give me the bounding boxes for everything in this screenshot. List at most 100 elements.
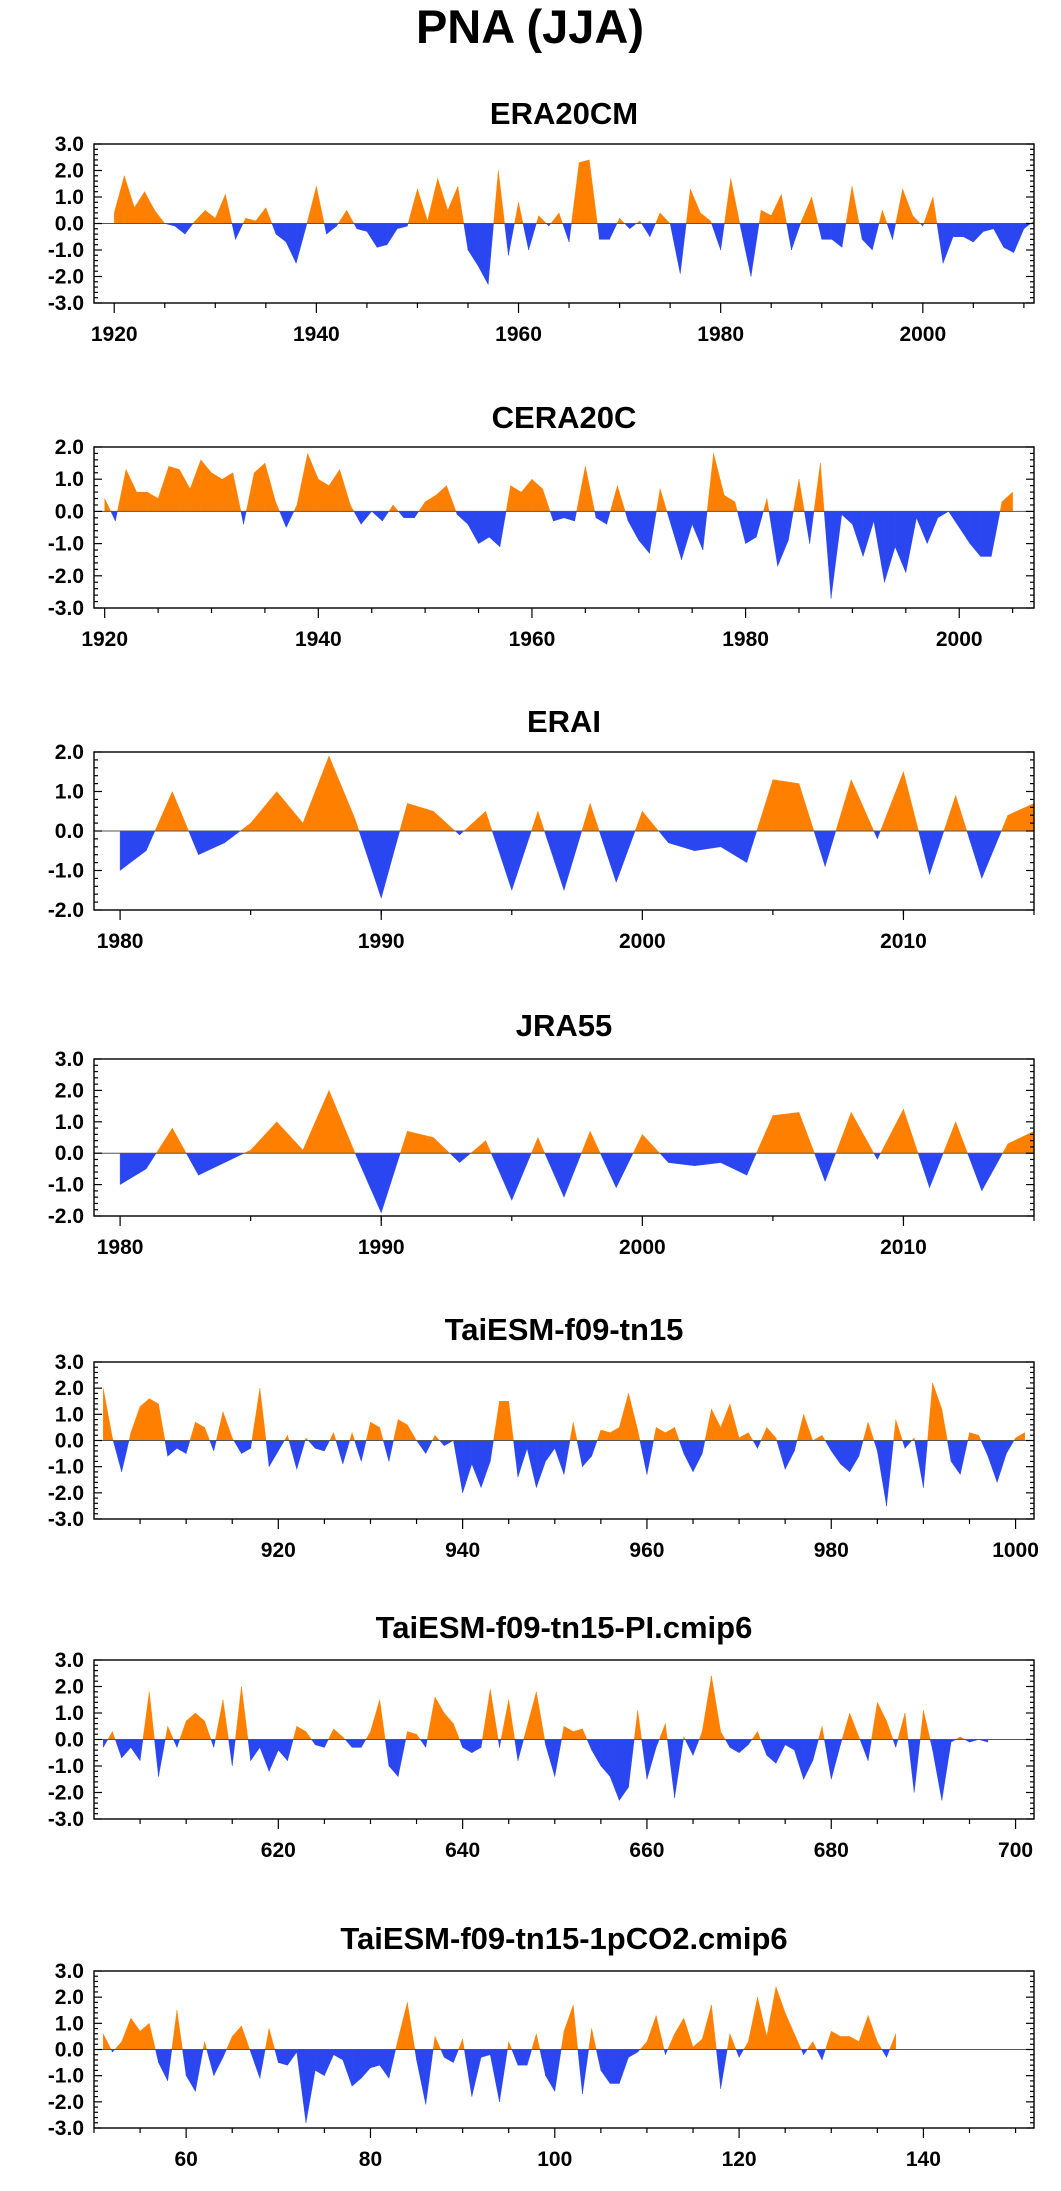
negative-anomaly-fill	[609, 1739, 620, 1801]
positive-anomaly-fill	[189, 459, 202, 512]
negative-anomaly-fill	[809, 511, 815, 544]
negative-anomaly-fill	[905, 511, 917, 573]
negative-anomaly-fill	[243, 511, 247, 525]
positive-anomaly-fill	[103, 1388, 113, 1441]
positive-anomaly-fill	[264, 2028, 270, 2050]
positive-anomaly-fill	[867, 1422, 875, 1441]
positive-anomaly-fill	[265, 207, 273, 224]
positive-anomaly-fill	[858, 2015, 869, 2050]
negative-anomaly-fill	[776, 1440, 786, 1470]
positive-anomaly-fill	[446, 485, 457, 512]
positive-anomaly-fill	[453, 1723, 460, 1740]
negative-anomaly-fill	[966, 830, 982, 879]
negative-anomaly-fill	[969, 511, 981, 558]
negative-anomaly-fill	[259, 1739, 270, 1772]
positive-anomaly-fill	[653, 1427, 657, 1441]
positive-anomaly-fill	[171, 2010, 178, 2050]
negative-anomaly-fill	[351, 2049, 362, 2087]
y-tick-label: -3.0	[48, 1508, 84, 1531]
negative-anomaly-fill	[824, 1153, 837, 1182]
negative-anomaly-fill	[275, 223, 287, 243]
positive-anomaly-fill	[154, 791, 173, 832]
positive-anomaly-fill	[168, 466, 180, 512]
negative-anomaly-fill	[386, 223, 398, 246]
positive-anomaly-fill	[724, 494, 736, 512]
x-tick-label: 1980	[97, 930, 144, 953]
negative-anomaly-fill	[670, 511, 682, 560]
y-tick-label: 3.0	[55, 1048, 84, 1071]
positive-anomaly-fill	[463, 810, 486, 832]
positive-anomaly-fill	[655, 1427, 666, 1441]
negative-anomaly-fill	[382, 511, 390, 522]
negative-anomaly-fill	[674, 1739, 684, 1798]
positive-anomaly-fill	[895, 1419, 903, 1441]
negative-anomaly-fill	[628, 1739, 635, 1788]
positive-anomaly-fill	[264, 463, 276, 512]
positive-anomaly-fill	[416, 1733, 421, 1740]
positive-anomaly-fill	[609, 1427, 620, 1441]
negative-anomaly-fill	[740, 223, 752, 277]
positive-anomaly-fill	[690, 188, 701, 224]
positive-anomaly-fill	[821, 1434, 826, 1441]
y-tick-label: 2.0	[55, 1986, 84, 2009]
positive-anomaly-fill	[561, 1726, 565, 1740]
x-tick-label: 1960	[509, 628, 556, 651]
positive-anomaly-fill	[435, 485, 447, 512]
negative-anomaly-fill	[314, 1739, 325, 1748]
negative-anomaly-fill	[464, 2049, 473, 2097]
negative-anomaly-fill	[231, 223, 236, 240]
positive-anomaly-fill	[646, 2015, 657, 2050]
negative-anomaly-fill	[517, 2049, 528, 2066]
positive-anomaly-fill	[195, 1712, 205, 1740]
positive-anomaly-fill	[405, 1731, 408, 1740]
negative-anomaly-fill	[361, 1739, 367, 1749]
positive-anomaly-fill	[149, 1398, 159, 1441]
positive-anomaly-fill	[499, 1401, 509, 1441]
positive-anomaly-fill	[806, 2041, 814, 2050]
negative-anomaly-fill	[950, 1440, 961, 1476]
negative-anomaly-fill	[268, 1739, 279, 1772]
negative-anomaly-fill	[983, 223, 994, 232]
y-tick-label: 2.0	[55, 436, 84, 459]
negative-anomaly-fill	[453, 1440, 463, 1493]
negative-anomaly-fill	[655, 1739, 660, 1748]
positive-anomaly-fill	[397, 2002, 408, 2050]
positive-anomaly-fill	[417, 188, 428, 224]
positive-anomaly-fill	[370, 1699, 380, 1740]
positive-anomaly-fill	[569, 1422, 574, 1441]
positive-anomaly-fill	[849, 1712, 860, 1740]
negative-anomaly-fill	[824, 1739, 832, 1780]
negative-anomaly-fill	[963, 223, 974, 243]
negative-anomaly-fill	[947, 1440, 952, 1462]
negative-anomaly-fill	[250, 1739, 261, 1762]
positive-anomaly-fill	[756, 779, 774, 832]
negative-anomaly-fill	[831, 1440, 841, 1465]
positive-anomaly-fill	[588, 2028, 592, 2050]
positive-anomaly-fill	[882, 210, 888, 224]
negative-anomaly-fill	[669, 223, 681, 274]
y-tick-label: 2.0	[55, 1676, 84, 1699]
negative-anomaly-fill	[459, 1153, 472, 1164]
negative-anomaly-fill	[545, 2049, 555, 2093]
positive-anomaly-fill	[490, 1689, 499, 1740]
positive-anomaly-fill	[215, 194, 226, 224]
negative-anomaly-fill	[384, 1739, 390, 1767]
positive-anomaly-fill	[536, 2033, 541, 2050]
y-tick-label: 2.0	[55, 741, 84, 764]
positive-anomaly-fill	[388, 504, 394, 512]
positive-anomaly-fill	[510, 485, 522, 512]
negative-anomaly-fill	[894, 511, 907, 573]
negative-anomaly-fill	[361, 2049, 371, 2079]
negative-anomaly-fill	[121, 1739, 132, 1759]
negative-anomaly-fill	[271, 223, 277, 235]
positive-anomaly-fill	[447, 186, 459, 224]
x-tick-label: 1940	[295, 628, 342, 651]
negative-anomaly-fill	[344, 1739, 353, 1748]
positive-anomaly-fill	[748, 1431, 754, 1441]
negative-anomaly-fill	[1003, 223, 1014, 253]
positive-anomaly-fill	[316, 186, 325, 224]
negative-anomaly-fill	[268, 1440, 279, 1468]
negative-anomaly-fill	[158, 2049, 168, 2081]
negative-anomaly-fill	[103, 1739, 109, 1749]
panel-title: TaiESM-f09-tn15-PI.cmip6	[376, 1610, 753, 1645]
